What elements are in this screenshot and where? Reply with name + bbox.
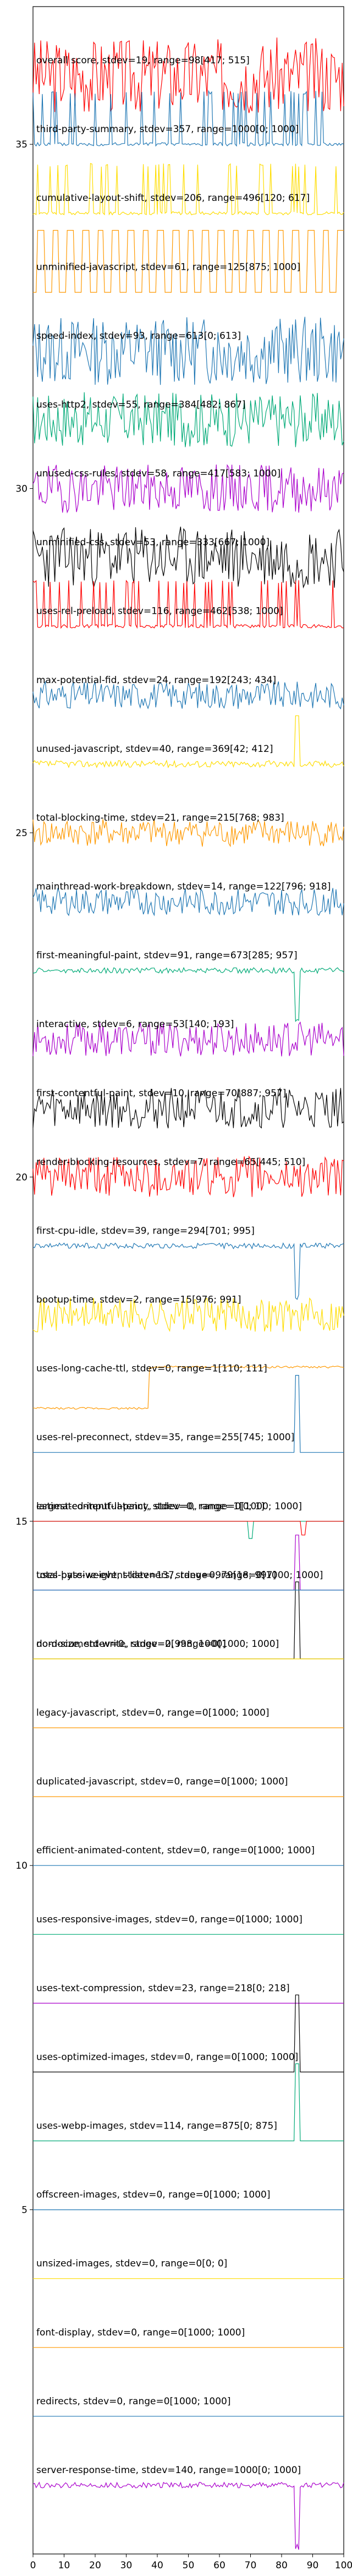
- series-label-32: uses-optimized-images, stdev=0, range=0[…: [36, 2051, 298, 2062]
- x-tick-label-90: 90: [307, 2560, 319, 2571]
- series-line-17: [32, 1242, 344, 1300]
- x-tick-label-60: 60: [213, 2560, 226, 2571]
- series-line-21: [33, 1521, 344, 1539]
- series-line-14: [32, 1021, 344, 1057]
- series-label-25: uses-passive-event-listeners, stdev=0, r…: [36, 1570, 323, 1581]
- x-tick-label-80: 80: [276, 2560, 288, 2571]
- series-label-9: max-potential-fid, stdev=24, range=192[2…: [36, 675, 276, 686]
- series-line-6: [32, 464, 344, 514]
- series-label-31: uses-text-compression, stdev=23, range=2…: [36, 1983, 290, 1994]
- x-tick-label-20: 20: [89, 2560, 101, 2571]
- series-label-2: cumulative-layout-shift, stdev=206, rang…: [36, 193, 310, 204]
- series-line-16: [32, 1155, 344, 1198]
- x-tick-label-70: 70: [245, 2560, 257, 2571]
- series-line-12: [32, 887, 344, 916]
- series-label-33: uses-webp-images, stdev=114, range=875[0…: [36, 2121, 277, 2132]
- series-line-38: [32, 2481, 344, 2550]
- series-label-8: uses-rel-preload, stdev=116, range=462[5…: [36, 606, 283, 617]
- series-label-1: third-party-summary, stdev=357, range=10…: [36, 124, 299, 135]
- y-tick-label-30: 30: [15, 484, 28, 495]
- series-label-17: first-cpu-idle, stdev=39, range=294[701;…: [36, 1225, 255, 1236]
- y-tick-label-35: 35: [15, 139, 28, 150]
- plot-frame: [32, 6, 344, 2555]
- series-line-32: [33, 1994, 344, 2072]
- y-tick-label-5: 5: [21, 2205, 28, 2216]
- series-label-18: bootup-time, stdev=2, range=15[976; 991]: [36, 1295, 241, 1306]
- series-line-0: [32, 37, 344, 113]
- series-line-20: [33, 1375, 344, 1453]
- series-label-30: uses-responsive-images, stdev=0, range=0…: [36, 1914, 302, 1925]
- series-line-8: [32, 580, 344, 629]
- y-tick-label-15: 15: [15, 1516, 28, 1527]
- x-tick-label-10: 10: [58, 2560, 70, 2571]
- series-label-23: dom-size, stdev=0, range=2[998; 1000]: [36, 1639, 226, 1650]
- series-label-19: uses-long-cache-ttl, stdev=0, range=1[11…: [36, 1363, 267, 1374]
- x-tick-label-30: 30: [120, 2560, 133, 2571]
- series-label-20: uses-rel-preconnect, stdev=35, range=255…: [36, 1432, 294, 1443]
- series-line-18: [32, 1297, 344, 1333]
- series-label-37: redirects, stdev=0, range=0[1000; 1000]: [36, 2396, 230, 2407]
- series-line-5: [32, 392, 344, 447]
- series-label-5: uses-http2, stdev=55, range=384[482; 867…: [36, 399, 246, 410]
- series-label-36: font-display, stdev=0, range=0[1000; 100…: [36, 2327, 245, 2338]
- series-label-11: total-blocking-time, stdev=21, range=215…: [36, 812, 284, 823]
- y-tick-label-10: 10: [15, 1860, 28, 1871]
- series-line-15: [32, 1087, 344, 1129]
- series-label-14: interactive, stdev=6, range=53[140; 193]: [36, 1019, 234, 1030]
- y-tick-label-20: 20: [15, 1172, 28, 1183]
- series-label-15: first-contentful-paint, stdev=10, range=…: [36, 1088, 286, 1099]
- series-label-16: render-blocking-resources, stdev=7, rang…: [36, 1156, 305, 1167]
- series-line-9: [32, 680, 344, 710]
- series-label-10: unused-javascript, stdev=40, range=369[4…: [36, 744, 273, 755]
- series-label-3: unminified-javascript, stdev=61, range=1…: [36, 261, 300, 272]
- series-label-35: unsized-images, stdev=0, range=0[0; 0]: [36, 2258, 227, 2269]
- series-label-7: unminified-css, stdev=53, range=333[667;…: [36, 537, 270, 548]
- series-label-21: largest-contentful-paint, stdev=0, range…: [36, 1501, 265, 1512]
- series-label-34: offscreen-images, stdev=0, range=0[1000;…: [36, 2190, 271, 2201]
- series-label-12: mainthread-work-breakdown, stdev=14, ran…: [36, 881, 331, 892]
- series-label-4: speed-index, stdev=93, range=613[0; 613]: [36, 330, 241, 341]
- series-line-11: [32, 818, 344, 848]
- series-label-27: legacy-javascript, stdev=0, range=0[1000…: [36, 1707, 270, 1718]
- series-line-1: [32, 90, 344, 147]
- series-label-29: efficient-animated-content, stdev=0, ran…: [36, 1845, 315, 1856]
- series-line-19: [32, 1365, 344, 1410]
- y-tick-label-25: 25: [15, 828, 28, 839]
- series-line-13: [32, 967, 344, 1022]
- series-line-10: [32, 715, 344, 768]
- series-label-24: estimated-input-latency, stdev=0, range=…: [36, 1501, 302, 1512]
- series-line-33: [33, 2063, 344, 2142]
- series-line-7: [32, 526, 344, 589]
- series-line-2: [32, 163, 344, 216]
- series-label-22: total-byte-weight, stdev=137, range=979[…: [36, 1570, 276, 1581]
- x-tick-label-50: 50: [183, 2560, 195, 2571]
- x-tick-label-0: 0: [30, 2560, 36, 2571]
- series-line-24: [33, 1521, 344, 1536]
- series-label-26: no-document-write, stdev=0, range=0[1000…: [36, 1639, 279, 1650]
- x-tick-label-40: 40: [151, 2560, 163, 2571]
- series-label-13: first-meaningful-paint, stdev=91, range=…: [36, 950, 298, 961]
- series-line-3: [33, 230, 344, 293]
- x-tick-label-100: 100: [335, 2560, 352, 2571]
- series-label-6: unused-css-rules, stdev=58, range=417[58…: [36, 468, 280, 479]
- series-label-0: overall score, stdev=19, range=98[417; 5…: [36, 55, 250, 66]
- series-label-38: server-response-time, stdev=140, range=1…: [36, 2465, 301, 2476]
- series-line-4: [32, 316, 344, 385]
- series-label-28: duplicated-javascript, stdev=0, range=0[…: [36, 1776, 288, 1787]
